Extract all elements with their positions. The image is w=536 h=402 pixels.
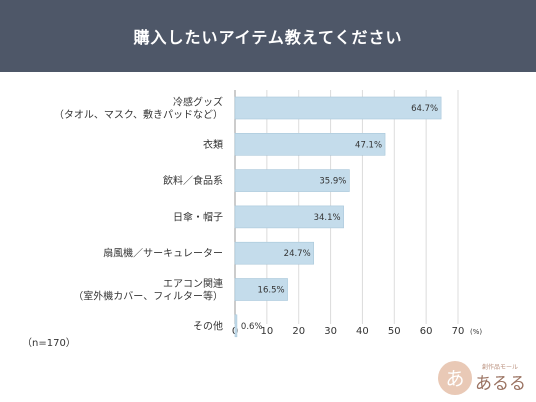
category-label: （タオル、マスク、敷きパッドなど） bbox=[54, 108, 223, 121]
x-tick-label: 70 bbox=[452, 326, 465, 337]
logo-subtitle: 創作品モール bbox=[482, 363, 518, 371]
chart-title: 購入したいアイテム教えてください bbox=[133, 28, 403, 47]
bar bbox=[234, 278, 288, 301]
bar bbox=[234, 169, 350, 192]
bar bbox=[234, 241, 314, 265]
category-label: （室外機カバー、フィルター等） bbox=[73, 289, 223, 302]
x-tick-label: 40 bbox=[356, 326, 369, 337]
bar-value-label: 24.7% bbox=[284, 249, 311, 259]
bar bbox=[234, 132, 386, 156]
site-logo: あ 創作品モール あるる bbox=[438, 361, 526, 395]
category-label: エアコン関連 bbox=[163, 277, 223, 290]
bar-value-label: 47.1% bbox=[355, 140, 382, 150]
sample-size-note: （n=170） bbox=[22, 338, 76, 349]
category-label: 冷感グッズ bbox=[173, 95, 223, 108]
bar-value-label: 64.7% bbox=[411, 104, 438, 114]
x-tick-label: 60 bbox=[420, 326, 433, 337]
bar-chart: 010203040506070(%)64.7%冷感グッズ（タオル、マスク、敷きパ… bbox=[54, 90, 482, 338]
bar bbox=[234, 314, 238, 338]
logo-badge-icon bbox=[438, 361, 472, 395]
bar-value-label: 34.1% bbox=[314, 213, 341, 223]
category-label: 飲料／食品系 bbox=[163, 174, 223, 187]
category-label: 扇風機／サーキュレーター bbox=[103, 247, 223, 260]
chart-header: 購入したいアイテム教えてください bbox=[0, 0, 536, 72]
bar-value-label: 0.6% bbox=[241, 322, 263, 332]
logo-badge-text: あ bbox=[445, 368, 464, 390]
bar-value-label: 35.9% bbox=[319, 177, 346, 187]
logo-name: あるる bbox=[475, 374, 526, 394]
x-tick-label: 10 bbox=[260, 326, 273, 337]
bar bbox=[234, 205, 344, 229]
category-label: 衣類 bbox=[203, 138, 223, 151]
bar-value-label: 16.5% bbox=[258, 286, 285, 296]
category-label: 日傘・帽子 bbox=[173, 210, 223, 223]
x-tick-label: 20 bbox=[292, 326, 305, 337]
bar bbox=[234, 96, 442, 120]
x-tick-label: 50 bbox=[388, 326, 401, 337]
x-tick-label: 30 bbox=[324, 326, 337, 337]
category-label: その他 bbox=[193, 319, 223, 332]
x-unit-label: (%) bbox=[470, 328, 482, 336]
